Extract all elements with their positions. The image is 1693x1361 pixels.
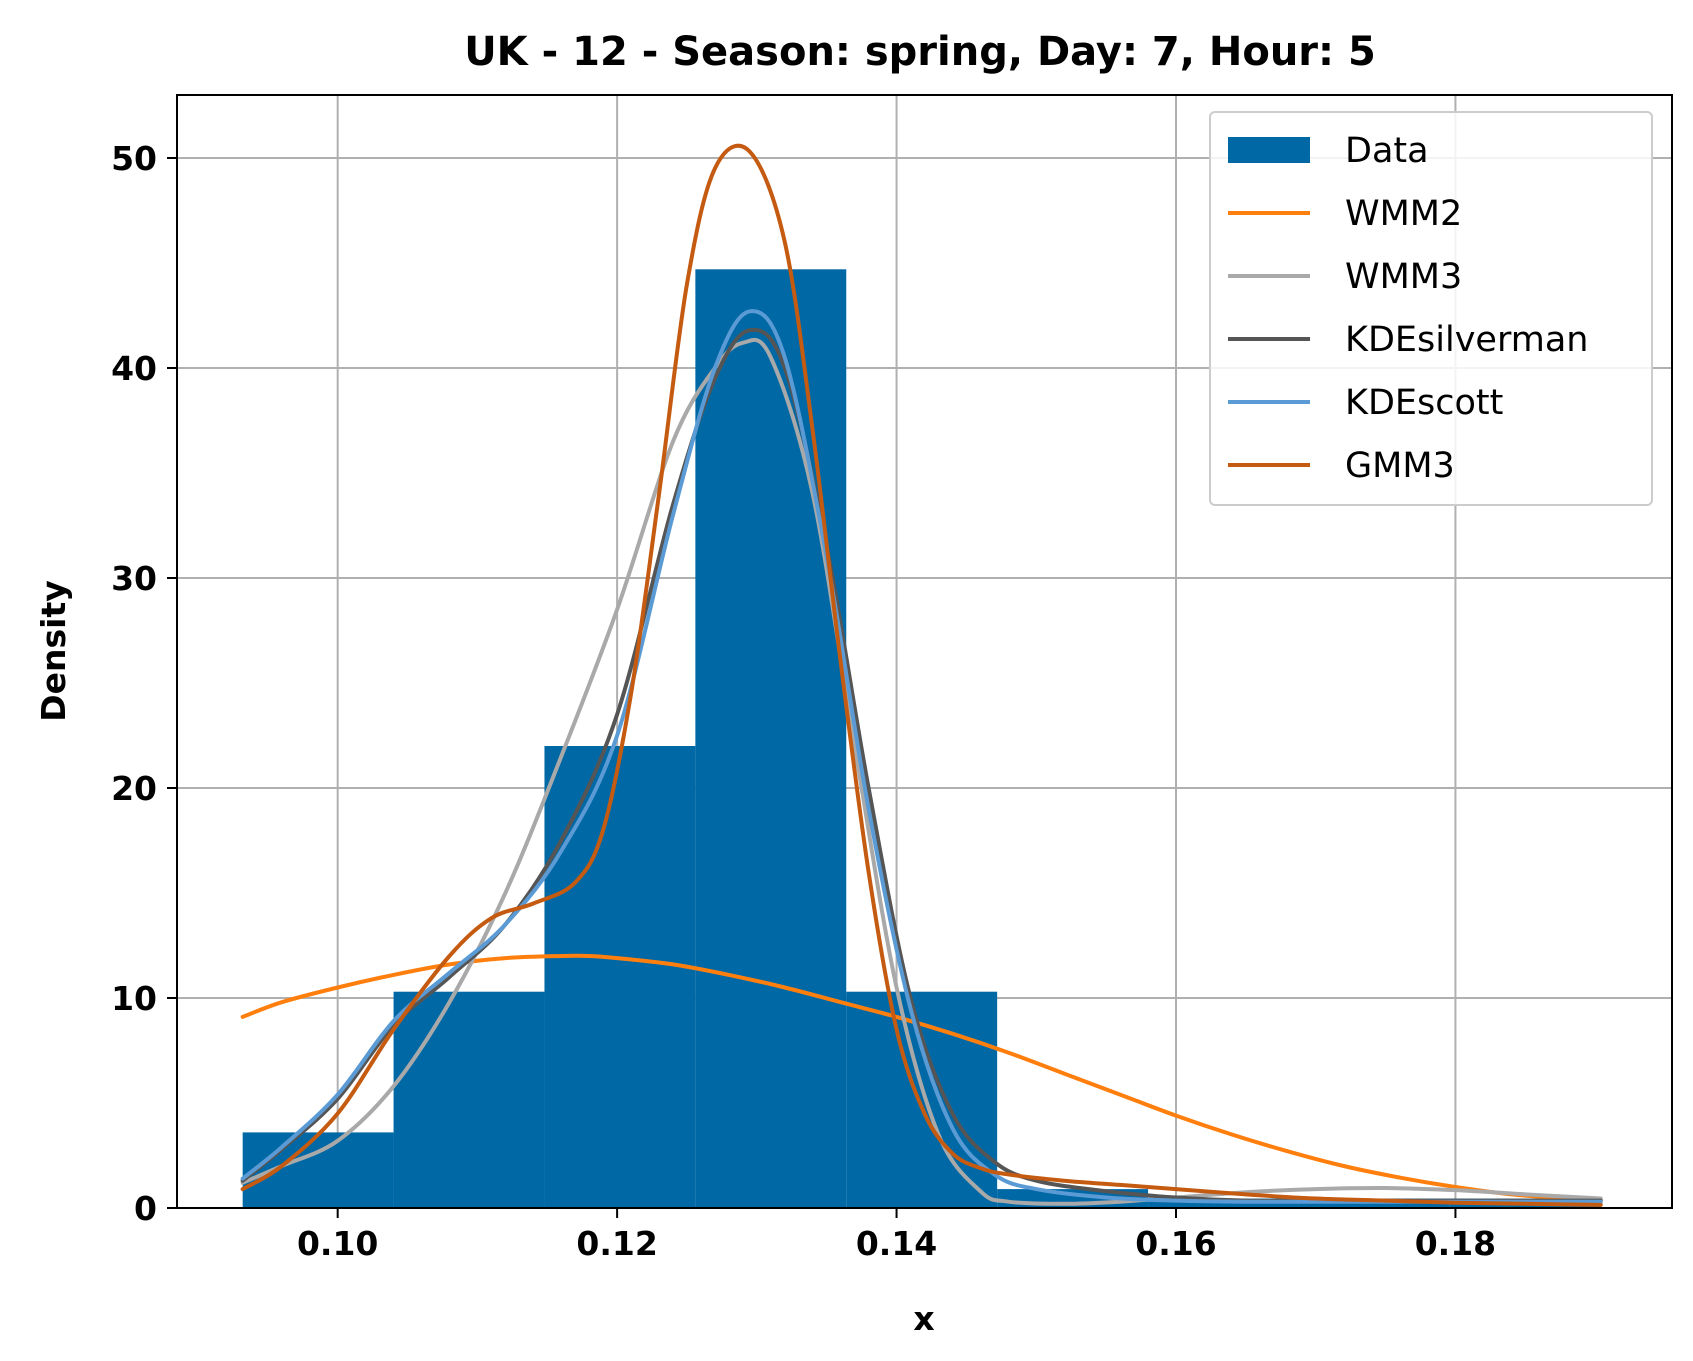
y-tick-label: 10: [111, 979, 157, 1018]
legend-label: KDEscott: [1345, 383, 1503, 423]
y-axis-label: Density: [34, 580, 73, 722]
legend-label: KDEsilverman: [1345, 320, 1588, 360]
plot-frame: [176, 94, 1673, 1209]
x-tick-label: 0.12: [576, 1224, 657, 1263]
x-axis-ticks: 0.10 0.12 0.14 0.16 0.18: [297, 1208, 1496, 1263]
x-tick-label: 0.16: [1135, 1224, 1216, 1263]
y-tick-label: 20: [111, 769, 157, 808]
x-axis-label: x: [913, 1299, 934, 1338]
y-tick-label: 50: [111, 139, 157, 178]
legend-label: Data: [1345, 131, 1429, 171]
y-tick-label: 30: [111, 559, 157, 598]
legend-frame: [1209, 111, 1653, 506]
chart-title: UK - 12 - Season: spring, Day: 7, Hour: …: [464, 29, 1376, 75]
histogram-bar: [846, 991, 998, 1208]
legend-label: GMM3: [1345, 446, 1455, 486]
legend: Data WMM2 WMM3 KDEsilverman KDEscott GMM3: [1209, 111, 1653, 506]
legend-swatch-data: [1228, 137, 1310, 163]
x-tick-label: 0.18: [1415, 1224, 1496, 1263]
histogram-bar: [544, 746, 696, 1208]
density-lines: [240, 143, 1603, 1207]
histogram-bar: [242, 1132, 394, 1208]
histogram-bar: [695, 269, 847, 1208]
y-axis-ticks: 0 10 20 30 40 50: [111, 139, 177, 1228]
y-tick-label: 0: [134, 1189, 157, 1228]
histogram-bar: [393, 991, 545, 1208]
x-tick-label: 0.10: [297, 1224, 378, 1263]
legend-label: WMM3: [1345, 257, 1462, 297]
series-line-gmm3: [240, 143, 1603, 1207]
y-tick-label: 40: [111, 349, 157, 388]
legend-label: WMM2: [1345, 194, 1462, 234]
x-tick-label: 0.14: [856, 1224, 937, 1263]
